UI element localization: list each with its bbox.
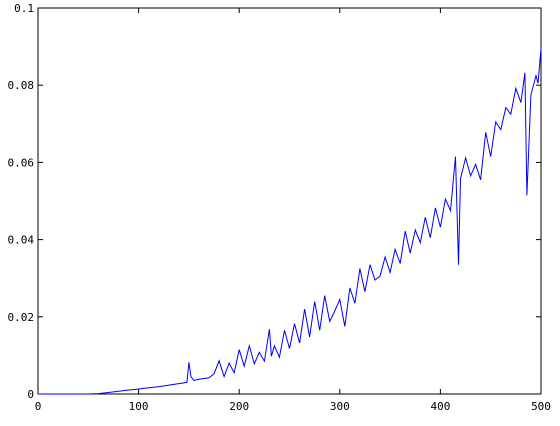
x-axis-labels: 0 100 200 300 400 500 <box>35 400 551 413</box>
x-tick-label: 0 <box>35 400 42 413</box>
y-tick-label: 0 <box>27 388 34 401</box>
x-tick-label: 200 <box>229 400 249 413</box>
y-tick-label: 0.04 <box>8 234 35 247</box>
y-axis-labels: 0 0.02 0.04 0.06 0.08 0.1 <box>8 2 35 401</box>
series-layer <box>38 48 542 395</box>
x-tick-label: 400 <box>430 400 450 413</box>
y-tick-label: 0.1 <box>14 2 34 15</box>
x-tick-label: 300 <box>330 400 350 413</box>
series-line <box>38 48 542 395</box>
y-tick-label: 0.02 <box>8 311 35 324</box>
y-tick-label: 0.08 <box>8 79 35 92</box>
x-tick-label: 100 <box>129 400 149 413</box>
x-tick-label: 500 <box>531 400 551 413</box>
y-tick-label: 0.06 <box>8 156 35 169</box>
plot-frame <box>37 7 542 395</box>
